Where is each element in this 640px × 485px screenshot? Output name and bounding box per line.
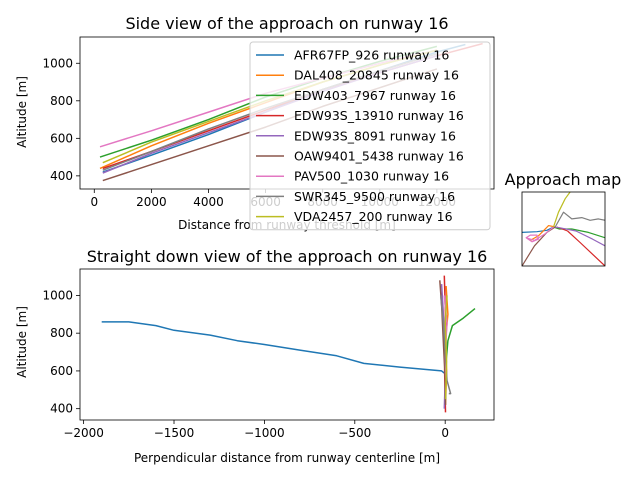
series-line-8 <box>552 192 571 228</box>
legend-entry: EDW93S_13910 runway 16 <box>294 108 464 123</box>
top-down-title: Straight down view of the approach on ru… <box>87 247 488 266</box>
top-down-xlabel: Perpendicular distance from runway cente… <box>134 451 440 465</box>
series-lines <box>101 275 476 413</box>
y-tick-label: 800 <box>50 94 73 108</box>
legend-entry: EDW93S_8091 runway 16 <box>294 128 456 143</box>
series-line-6 <box>525 226 554 243</box>
side-view-chart: Side view of the approach on runway 16 0… <box>15 14 495 232</box>
x-tick-label: −1500 <box>154 426 195 440</box>
top-down-plot-area: −2000 −1500 −1000 −500 0 400 600 800 1000 <box>42 268 495 440</box>
approach-map-title: Approach map <box>505 170 622 189</box>
side-view-title: Side view of the approach on runway 16 <box>125 14 448 33</box>
approach-map-plot-area <box>521 191 606 267</box>
y-tick-label: 400 <box>50 402 73 416</box>
legend-entry: PAV500_1030 runway 16 <box>294 169 449 184</box>
axes-frame <box>521 191 606 267</box>
series-line-4 <box>553 226 605 247</box>
series-line-2 <box>444 308 476 400</box>
y-tick-label: 800 <box>50 326 73 340</box>
legend-entry: VDA2457_200 runway 16 <box>294 209 453 224</box>
series-line-0 <box>522 226 554 233</box>
y-tick-label: 600 <box>50 364 73 378</box>
y-tick-label: 1000 <box>42 288 73 302</box>
x-tick-label: −500 <box>338 426 371 440</box>
x-tick-label: 2000 <box>136 195 167 209</box>
series-line-2 <box>553 226 605 239</box>
legend-entry: DAL408_20845 runway 16 <box>294 68 459 83</box>
legend-box <box>249 41 491 231</box>
x-tick-label: −1000 <box>244 426 285 440</box>
legend-entry: EDW403_7967 runway 16 <box>294 88 456 103</box>
y-tick-label: 400 <box>50 169 73 183</box>
top-down-ylabel: Altitude [m] <box>15 306 29 378</box>
legend-entry: SWR345_9500 runway 16 <box>294 189 455 204</box>
x-tick-label: 4000 <box>193 195 224 209</box>
series-line-7 <box>554 211 605 228</box>
series-line-3 <box>556 226 605 266</box>
x-tick-label: −2000 <box>63 426 104 440</box>
side-view-ylabel: Altitude [m] <box>15 76 29 148</box>
legend-entry: AFR67FP_926 runway 16 <box>294 48 449 63</box>
series-line-1 <box>530 225 556 241</box>
top-down-chart: Straight down view of the approach on ru… <box>15 247 495 465</box>
series-lines <box>522 192 605 266</box>
series-line-5 <box>522 226 556 266</box>
x-tick-label: 0 <box>90 195 98 209</box>
x-tick-label: 0 <box>441 426 449 440</box>
approach-map: Approach map <box>505 170 622 267</box>
side-view-legend: AFR67FP_926 runway 16 DAL408_20845 runway… <box>249 41 491 231</box>
y-tick-label: 1000 <box>42 56 73 70</box>
series-line-8 <box>444 295 448 400</box>
axes-frame <box>79 268 495 421</box>
y-tick-label: 600 <box>50 131 73 145</box>
series-line-0 <box>101 321 446 375</box>
legend-entry: OAW9401_5438 runway 16 <box>294 149 464 164</box>
